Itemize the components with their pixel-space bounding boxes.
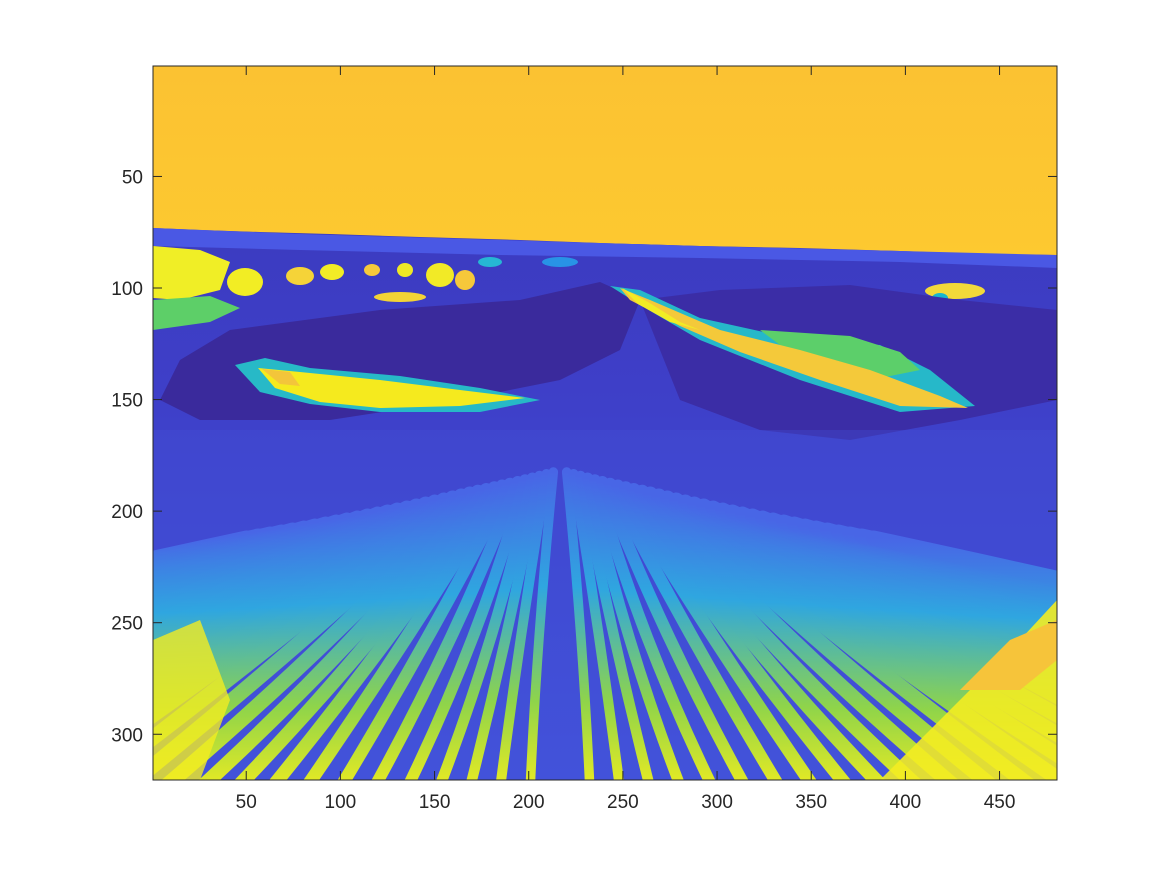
heatmap-plot-area <box>153 66 1057 780</box>
ripple-stripe <box>466 470 545 780</box>
dune-ridge-left <box>235 358 540 412</box>
y-tick-label: 300 <box>111 725 143 746</box>
y-tick-label: 200 <box>111 502 143 523</box>
ripple-stripe <box>496 469 552 780</box>
ripple-stripe <box>525 467 559 780</box>
ripple-stripe <box>337 477 517 780</box>
x-tick-label: 400 <box>890 792 922 813</box>
x-tick-label: 200 <box>513 792 545 813</box>
ripple-stripe <box>234 483 494 780</box>
ripple-stripe <box>596 476 749 780</box>
ripple-stripe <box>582 472 684 780</box>
x-tick-label: 150 <box>419 792 451 813</box>
ripple-stripe <box>303 479 509 780</box>
y-tick-label: 50 <box>122 167 143 188</box>
ripple-stripe <box>436 472 538 780</box>
y-axis: 50 100 150 200 250 300 <box>111 167 1057 746</box>
ripple-stripe <box>865 530 1057 586</box>
ripple-stripe <box>626 483 886 780</box>
x-tick-label: 300 <box>701 792 733 813</box>
ripple-stripe <box>153 490 461 748</box>
ripple-stripe <box>561 467 595 780</box>
y-tick-label: 100 <box>111 279 143 300</box>
ripple-stripe <box>198 484 486 780</box>
x-tick-label: 450 <box>984 792 1016 813</box>
x-axis: 50 100 150 200 250 300 350 400 450 <box>236 66 1016 813</box>
axes-box <box>152 65 1058 781</box>
sky-region <box>153 66 1057 255</box>
dune-ridge-right <box>610 286 975 412</box>
sand-bright-lower-left <box>153 620 230 780</box>
x-tick-label: 250 <box>607 792 639 813</box>
sand-ripples <box>153 430 1057 780</box>
ripple-stripe <box>575 470 654 780</box>
horizon-band <box>153 228 1057 343</box>
sand-orange-lower-right <box>960 620 1057 690</box>
x-tick-label: 100 <box>325 792 357 813</box>
x-tick-label: 50 <box>236 792 257 813</box>
x-tick-label: 350 <box>795 792 827 813</box>
ripple-stripe <box>371 476 524 780</box>
sand-bright-lower-right <box>880 600 1057 780</box>
y-tick-label: 250 <box>111 614 143 635</box>
ripple-stripe <box>603 477 783 780</box>
y-tick-label: 150 <box>111 391 143 412</box>
ripple-stripe <box>611 479 817 780</box>
ripple-stripe <box>589 474 716 780</box>
ripple-stripe <box>269 481 502 780</box>
ripple-stripe <box>404 474 531 780</box>
ripple-stripe <box>568 469 624 780</box>
ripple-stripe <box>634 484 922 780</box>
